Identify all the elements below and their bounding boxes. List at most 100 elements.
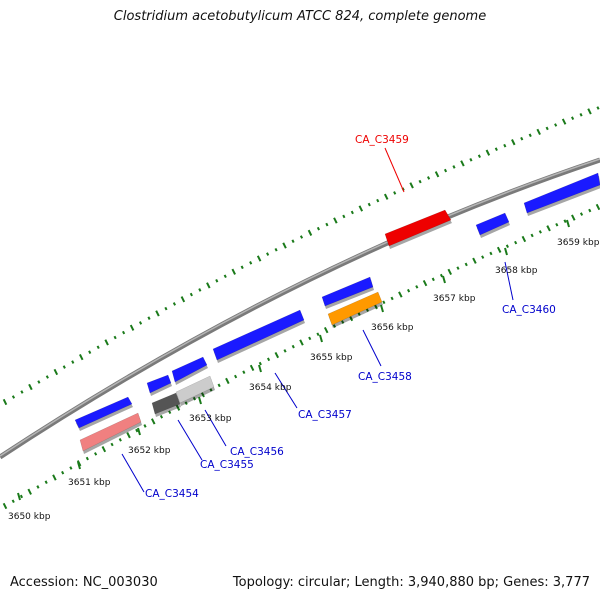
outer-gc-dot: [477, 154, 481, 159]
outer-gc-dot: [443, 168, 448, 173]
gene-forward-5[interactable]: [321, 276, 374, 307]
outer-gc-dot: [113, 335, 117, 340]
inner-gc-dot: [530, 233, 534, 238]
inner-gc-dot: [151, 418, 156, 425]
outer-gc-dot: [587, 108, 592, 115]
outer-gc-dot: [96, 345, 100, 350]
outer-gc-dot: [307, 229, 313, 236]
inner-gc-dot: [431, 277, 435, 282]
inner-gc-dot: [505, 244, 509, 249]
gene-label-ca-c3456[interactable]: CA_C3456: [230, 446, 284, 458]
scale-tick-mark: [380, 304, 384, 313]
gene-label-ca-c3458[interactable]: CA_C3458: [358, 371, 412, 383]
scale-tick-mark: [442, 275, 446, 284]
inner-gc-dot: [94, 452, 98, 456]
inner-gc-dot: [390, 296, 394, 301]
gene-orange-ca-c3458[interactable]: [327, 291, 383, 326]
gene-highlight-ca-c3459[interactable]: [384, 209, 452, 247]
accession-text: Accession: NC_003030: [10, 575, 158, 590]
leader-ca-c3460: [504, 261, 514, 301]
inner-gc-dot: [2, 502, 8, 510]
outer-gc-dot: [88, 350, 92, 354]
inner-gc-dot: [341, 320, 345, 324]
inner-gc-dot: [266, 357, 271, 362]
outer-gc-dots: [2, 106, 600, 406]
outer-gc-dot: [2, 398, 8, 406]
outer-gc-dot: [452, 165, 456, 169]
inner-gc-dot: [291, 344, 295, 349]
genome-backbone: [0, 157, 600, 460]
gene-pink-ca-c3454[interactable]: [79, 412, 142, 452]
outer-gc-dot: [579, 112, 583, 117]
outer-gc-dot: [376, 198, 380, 203]
gene-label-ca-c3459[interactable]: CA_C3459: [355, 134, 409, 146]
outer-gc-dot: [172, 302, 176, 306]
outer-gc-dot: [20, 390, 24, 394]
inner-gc-dot: [36, 485, 40, 489]
tick-label-3653: 3653 kbp: [189, 414, 232, 424]
inner-gc-dot: [563, 219, 567, 223]
inner-gc-dot: [85, 456, 89, 461]
inner-gc-dot: [555, 222, 559, 227]
outer-gc-dot: [206, 282, 211, 289]
scale-tick-mark: [77, 461, 81, 470]
inner-gc-dot: [422, 279, 428, 287]
gene-label-ca-c3460[interactable]: CA_C3460: [502, 304, 556, 316]
outer-gc-dot: [28, 383, 33, 391]
gene-gray-ca-c3456[interactable]: [175, 375, 215, 404]
leader-ca-c3455: [177, 419, 203, 461]
outer-gc-dot: [561, 118, 567, 125]
gene-forward-2[interactable]: [146, 374, 172, 394]
outer-gc-dot: [223, 274, 227, 279]
outer-gc-dot: [536, 128, 541, 135]
gene-forward-1[interactable]: [74, 396, 133, 429]
gene-forward-6[interactable]: [475, 212, 510, 236]
inner-gc-dot: [69, 466, 73, 470]
inner-gc-dot: [27, 488, 32, 495]
outer-gc-dot: [520, 136, 524, 141]
outer-gc-dot: [571, 116, 575, 120]
gene-label-ca-c3454[interactable]: CA_C3454: [145, 488, 199, 500]
inner-gc-dot: [316, 332, 320, 337]
outer-gc-dot: [427, 176, 431, 180]
leader-ca-c3457: [274, 372, 298, 409]
leader-ca-c3456: [204, 409, 227, 447]
tick-label-3655: 3655 kbp: [310, 353, 353, 363]
outer-gc-dot: [596, 106, 600, 110]
outer-gc-dot: [215, 278, 219, 283]
inner-gc-dot: [175, 404, 181, 411]
gene-forward-7[interactable]: [523, 172, 600, 214]
gene-forward-4[interactable]: [212, 309, 305, 361]
tick-label-3651: 3651 kbp: [68, 478, 111, 488]
outer-gc-dot: [249, 261, 253, 265]
label-leaders: [121, 147, 514, 493]
inner-gc-dot: [481, 255, 485, 259]
outer-gc-dot: [240, 265, 244, 270]
inner-gc-dot: [143, 424, 147, 428]
outer-gc-dot: [383, 193, 389, 200]
inner-gc-dot: [126, 432, 131, 439]
gene-dark-ca-c3455[interactable]: [151, 392, 181, 415]
genome-backbone-highlight: [0, 158, 600, 457]
gene-forward-3[interactable]: [171, 356, 208, 383]
inner-gc-dot: [456, 266, 460, 270]
gene-label-ca-c3455[interactable]: CA_C3455: [200, 459, 254, 471]
inner-gc-dot: [225, 377, 230, 385]
outer-gc-dot: [545, 126, 549, 131]
scale-tick-mark: [319, 334, 323, 343]
inner-gc-dot: [323, 327, 329, 334]
tick-label-3650: 3650 kbp: [8, 512, 51, 522]
inner-gc-dot: [283, 349, 287, 353]
inner-gc-dot: [217, 383, 221, 388]
scale-tick-mark: [198, 396, 202, 405]
outer-gc-dot: [37, 380, 41, 384]
tick-label-3659: 3659 kbp: [557, 238, 600, 248]
gene-label-ca-c3457[interactable]: CA_C3457: [298, 409, 352, 421]
inner-gc-dot: [61, 470, 65, 475]
outer-gc-dot: [71, 360, 75, 364]
outer-gc-dot: [122, 330, 126, 335]
outer-gc-dot: [554, 123, 558, 127]
outer-gc-dot: [138, 321, 143, 325]
inner-gc-dot: [135, 428, 139, 433]
